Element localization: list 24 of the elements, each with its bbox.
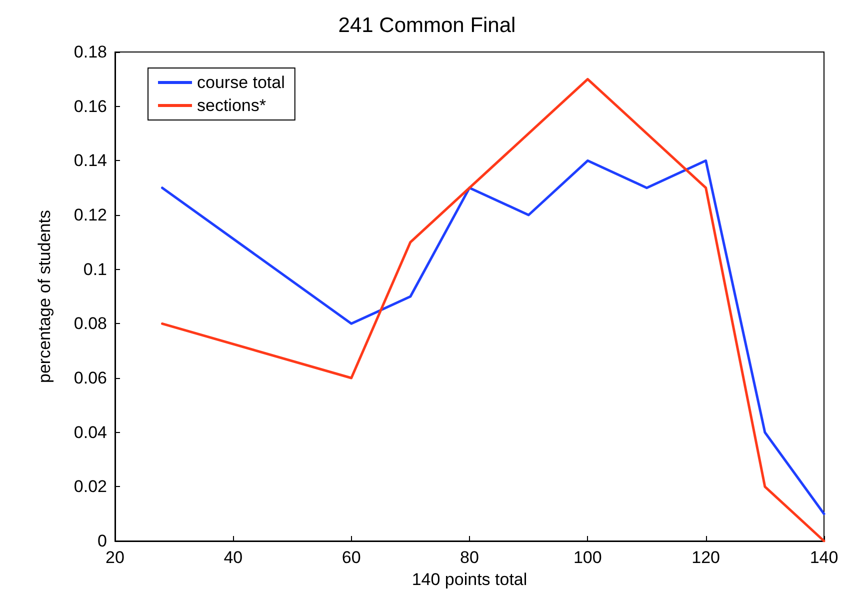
y-tick-label: 0.02 xyxy=(74,477,107,496)
x-tick-label: 20 xyxy=(106,548,124,567)
y-axis-title: percentage of students xyxy=(35,210,54,383)
y-tick-label: 0.1 xyxy=(83,260,107,279)
y-tick-label: 0.12 xyxy=(74,206,107,224)
legend-label: sections* xyxy=(197,96,266,115)
y-tick-label: 0.18 xyxy=(74,42,107,62)
y-tick-label: 0.14 xyxy=(74,151,107,170)
line-series xyxy=(161,78,826,542)
legend-label: course total xyxy=(197,73,285,92)
x-tick-label: 120 xyxy=(692,548,720,567)
x-axis-title: 140 points total xyxy=(412,570,528,589)
x-tick-label: 60 xyxy=(342,548,361,567)
y-tick-label: 0.06 xyxy=(74,368,107,388)
x-tick-label: 40 xyxy=(224,548,243,567)
y-tick-label: 0.04 xyxy=(74,422,107,442)
y-tick-label: 0.08 xyxy=(74,314,107,334)
x-tick-label: 140 xyxy=(810,548,838,567)
x-tick-label: 80 xyxy=(460,548,479,567)
x-tick-label: 100 xyxy=(573,548,602,567)
y-tick-label: 0 xyxy=(98,532,107,550)
y-tick-label: 0.16 xyxy=(74,96,107,116)
line-series xyxy=(161,159,826,516)
chart-title: 241 Common Final xyxy=(338,14,516,37)
